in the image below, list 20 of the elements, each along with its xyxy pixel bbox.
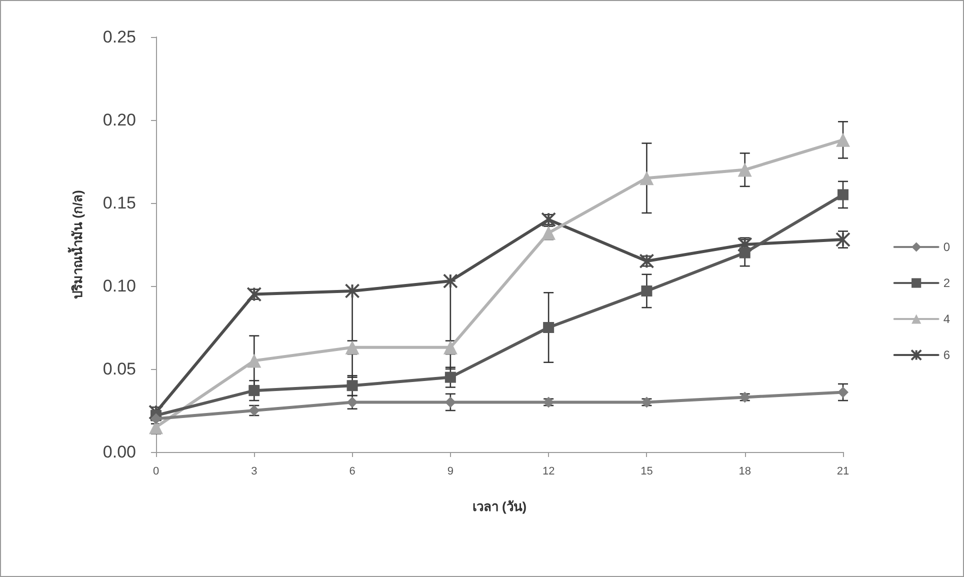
x-tick-label: 9 bbox=[447, 466, 454, 478]
x-tick-label: 0 bbox=[152, 466, 160, 478]
x-tick-label: 15 bbox=[640, 466, 653, 478]
y-tick-label: 0.15 bbox=[102, 194, 136, 212]
x-tick-label: 18 bbox=[738, 466, 751, 478]
y-tick-label: 0.05 bbox=[102, 360, 136, 378]
y-tick-label: 0.10 bbox=[102, 276, 136, 296]
x-tick-label: 3 bbox=[251, 466, 258, 478]
x-axis-title: เวลา (วัน) bbox=[472, 499, 527, 514]
y-axis-title: ปริมาณน้ำมัน (ก/ล) bbox=[67, 190, 85, 299]
legend-label: 0 bbox=[943, 240, 950, 254]
y-tick-label: 0.20 bbox=[102, 110, 136, 130]
x-tick-label: 21 bbox=[836, 466, 850, 478]
legend-label: 4 bbox=[943, 312, 950, 326]
y-tick-label: 0.25 bbox=[102, 28, 136, 46]
y-tick-label: 0.00 bbox=[102, 442, 136, 462]
legend-label: 6 bbox=[943, 348, 950, 362]
x-tick-label: 12 bbox=[542, 466, 555, 478]
x-tick-label: 6 bbox=[349, 466, 356, 478]
legend-label: 2 bbox=[943, 276, 950, 290]
